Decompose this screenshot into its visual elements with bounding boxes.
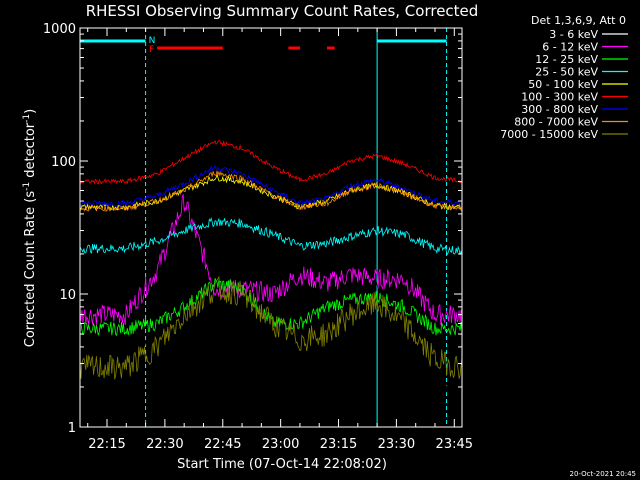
series-line: [79, 170, 463, 212]
x-tick-label: 23:15: [320, 437, 357, 452]
x-tick-label: 23:30: [378, 437, 415, 452]
chart-title: RHESSI Observing Summary Count Rates, Co…: [86, 2, 479, 20]
legend-title: Det 1,3,6,9, Att 0: [531, 14, 626, 27]
y-tick-label: 1000: [43, 22, 76, 37]
legend-entry-label: 50 - 100 keV: [528, 78, 598, 91]
x-tick-label: 22:30: [146, 437, 183, 452]
series-line: [79, 278, 463, 337]
y-tick-label: 100: [51, 155, 76, 170]
y-tick-label: 10: [59, 288, 76, 303]
x-axis-label: Start Time (07-Oct-14 22:08:02): [177, 457, 387, 472]
legend-entry-label: 3 - 6 keV: [549, 28, 598, 41]
flare-flag-label: F: [149, 45, 154, 55]
timestamp: 20-Oct-2021 20:45: [570, 470, 636, 478]
series-line: [79, 216, 463, 255]
legend-entry-label: 7000 - 15000 keV: [500, 128, 598, 141]
x-tick-label: 22:15: [88, 437, 125, 452]
x-tick-label: 23:45: [436, 437, 473, 452]
series-line: [79, 139, 463, 185]
y-axis: 1 10 100 1000: [43, 22, 462, 436]
legend-entry-label: 6 - 12 keV: [542, 41, 598, 54]
y-axis-label: Corrected Count Rate (s-1 detector-1): [22, 109, 38, 347]
series-line: [79, 275, 463, 380]
plot-frame: [79, 27, 463, 428]
legend-entry-label: 25 - 50 keV: [535, 66, 598, 79]
night-flag-label: N: [149, 36, 156, 46]
x-axis: 22:15 22:30 22:45 23:00 23:15 23:30 23:45: [87, 28, 473, 452]
legend-entry-label: 800 - 7000 keV: [514, 116, 598, 129]
legend-entry-label: 12 - 25 keV: [535, 53, 598, 66]
plot-area: NF: [79, 28, 463, 429]
legend-entry-label: 100 - 300 keV: [521, 91, 598, 104]
series-line: [79, 194, 463, 326]
x-tick-label: 22:45: [204, 437, 241, 452]
y-tick-label: 1: [68, 421, 76, 436]
legend-entry-label: 300 - 800 keV: [521, 103, 598, 116]
series-line: [79, 164, 463, 208]
x-tick-label: 23:00: [262, 437, 299, 452]
